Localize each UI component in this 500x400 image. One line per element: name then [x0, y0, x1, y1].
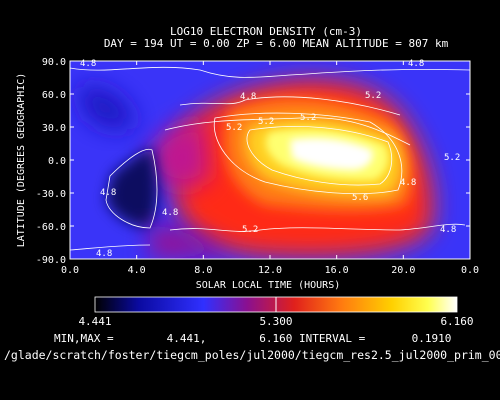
contour-label: 4.8 — [240, 92, 256, 102]
x-tick-label: 0.0 — [61, 265, 79, 276]
x-tick-label: 20.0 — [391, 265, 415, 276]
x-tick-label: 16.0 — [325, 265, 349, 276]
y-tick-label: 0.0 — [48, 156, 66, 167]
contour-label: 5.2 — [300, 113, 316, 123]
x-axis: 0.0 4.0 8.0 12.0 16.0 20.0 0.0 — [61, 61, 479, 276]
contour-label: 5.6 — [352, 193, 368, 203]
y-tick-label: 30.0 — [42, 123, 66, 134]
contour-label: 5.2 — [444, 153, 460, 163]
contour-label: 4.8 — [100, 188, 116, 198]
y-tick-label: -60.0 — [36, 222, 66, 233]
contour-label-group: 4.8 4.8 4.8 4.8 5.2 5.2 5.2 4.8 5.2 5.6 5.2 4.8 5.2 4… — [80, 59, 460, 259]
x-tick-label: 4.0 — [128, 265, 146, 276]
colorbar-min-label: 4.441 — [78, 315, 112, 328]
contour-label: 5.2 — [258, 117, 274, 127]
contour-label: 4.8 — [80, 59, 96, 69]
density-field — [70, 61, 470, 259]
contour-label: 4.8 — [440, 225, 456, 235]
contour-label: 4.8 — [400, 178, 416, 188]
contour-lines — [70, 66, 470, 251]
y-tick-label: -90.0 — [36, 255, 66, 266]
x-tick-label: 12.0 — [258, 265, 282, 276]
chart-title: LOG10 ELECTRON DENSITY (cm-3) — [169, 25, 363, 38]
file-path: /glade/scratch/foster/tiegcm_poles/jul20… — [4, 348, 500, 362]
stats-line: MIN,MAX = 4.441, 6.160 INTERVAL = 0.1910 — [54, 332, 452, 345]
y-tick-label: 90.0 — [42, 57, 66, 68]
chart-subtitle: DAY = 194 UT = 0.00 ZP = 6.00 MEAN ALTIT… — [103, 37, 449, 50]
contour-label: 5.2 — [242, 225, 258, 235]
x-tick-label: 0.0 — [461, 265, 479, 276]
contour-label: 4.8 — [408, 59, 424, 69]
contour-label: 5.2 — [365, 91, 381, 101]
contour-label: 4.8 — [162, 208, 178, 218]
y-tick-label: 60.0 — [42, 90, 66, 101]
y-axis: 90.0 60.0 30.0 0.0 -30.0 -60.0 -90.0 — [36, 57, 470, 266]
contour-label: 4.8 — [96, 249, 112, 259]
x-tick-label: 8.0 — [194, 265, 212, 276]
x-axis-label: SOLAR LOCAL TIME (HOURS) — [195, 280, 341, 291]
y-tick-label: -30.0 — [36, 189, 66, 200]
colorbar-max-label: 6.160 — [440, 315, 474, 328]
contour-label: 5.2 — [226, 123, 242, 133]
y-axis-label: LATITUDE (DEGREES GEOGRAPHIC) — [16, 72, 27, 248]
colorbar-mid-label: 5.300 — [259, 315, 293, 328]
